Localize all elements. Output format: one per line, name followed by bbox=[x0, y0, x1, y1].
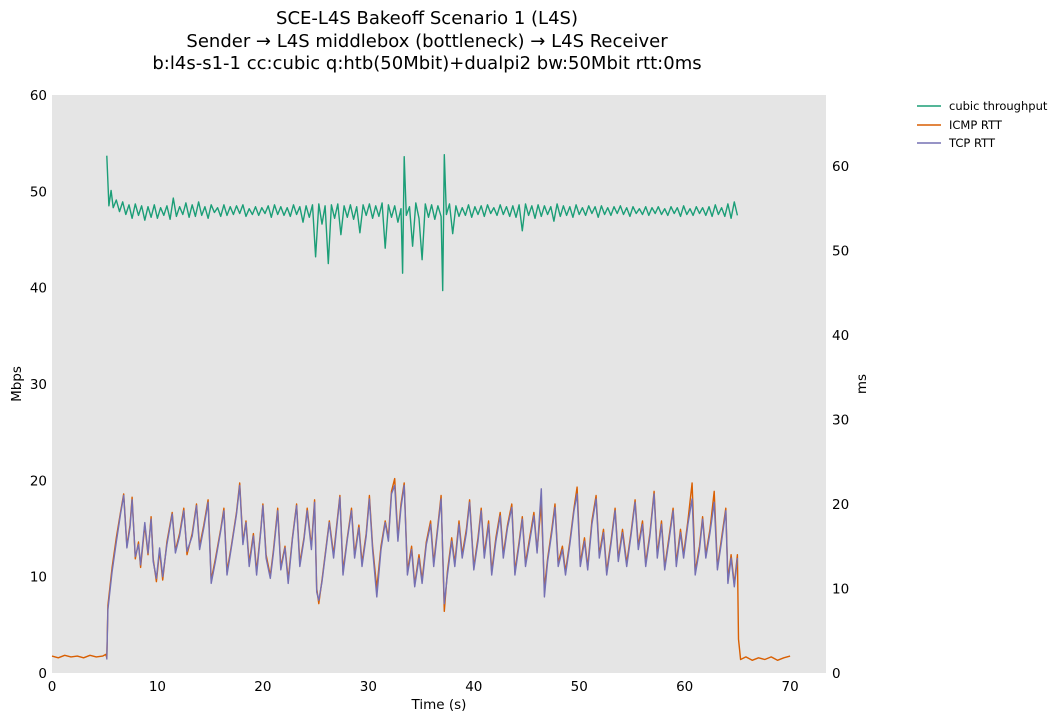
y-tick-label: 10 bbox=[30, 570, 47, 586]
series-line-cubic-throughput bbox=[106, 153, 739, 292]
series-line-tcp-rtt bbox=[106, 484, 739, 660]
y-tick-label: 20 bbox=[30, 473, 47, 489]
y2-tick-label: 40 bbox=[832, 328, 849, 344]
y2-tick-label: 10 bbox=[832, 581, 849, 597]
legend-label-tcp-rtt: TCP RTT bbox=[948, 136, 996, 150]
x-tick-label: 40 bbox=[465, 679, 482, 695]
y2-tick-label: 0 bbox=[832, 666, 841, 682]
y-tick-label: 50 bbox=[30, 184, 47, 200]
plot-marks bbox=[51, 153, 791, 661]
x-tick-label: 30 bbox=[360, 679, 377, 695]
x-tick-label: 60 bbox=[676, 679, 693, 695]
y2-tick-label: 30 bbox=[832, 412, 849, 428]
plot-area bbox=[52, 95, 826, 673]
y-tick-label: 30 bbox=[30, 377, 47, 393]
axis-ticks: 0 10 20 30 40 50 60 70 0 10 20 30 40 50 60 0 10 20 30 40 50 6… bbox=[30, 88, 849, 695]
y2-tick-label: 20 bbox=[832, 497, 849, 513]
y-axis-label: Mbps bbox=[9, 366, 25, 402]
chart-title-line-2: Sender → L4S middlebox (bottleneck) → L4… bbox=[186, 31, 668, 52]
chart-title-line-1: SCE-L4S Bakeoff Scenario 1 (L4S) bbox=[276, 8, 578, 29]
chart-title-line-3: b:l4s-s1-1 cc:cubic q:htb(50Mbit)+dualpi… bbox=[152, 53, 701, 74]
x-tick-label: 0 bbox=[48, 679, 57, 695]
legend-label-cubic-throughput: cubic throughput bbox=[949, 99, 1048, 113]
y2-tick-label: 50 bbox=[832, 243, 849, 259]
y2-axis-label: ms bbox=[854, 374, 870, 394]
legend: cubic throughput ICMP RTT TCP RTT bbox=[917, 99, 1048, 150]
x-tick-label: 20 bbox=[254, 679, 271, 695]
x-axis-label: Time (s) bbox=[411, 697, 467, 713]
x-tick-label: 70 bbox=[782, 679, 799, 695]
y-tick-label: 60 bbox=[30, 88, 47, 104]
y-tick-label: 0 bbox=[38, 666, 47, 682]
y-tick-label: 40 bbox=[30, 281, 47, 297]
legend-label-icmp-rtt: ICMP RTT bbox=[949, 118, 1003, 132]
x-tick-label: 10 bbox=[149, 679, 166, 695]
y2-tick-label: 60 bbox=[832, 159, 849, 175]
x-tick-label: 50 bbox=[571, 679, 588, 695]
